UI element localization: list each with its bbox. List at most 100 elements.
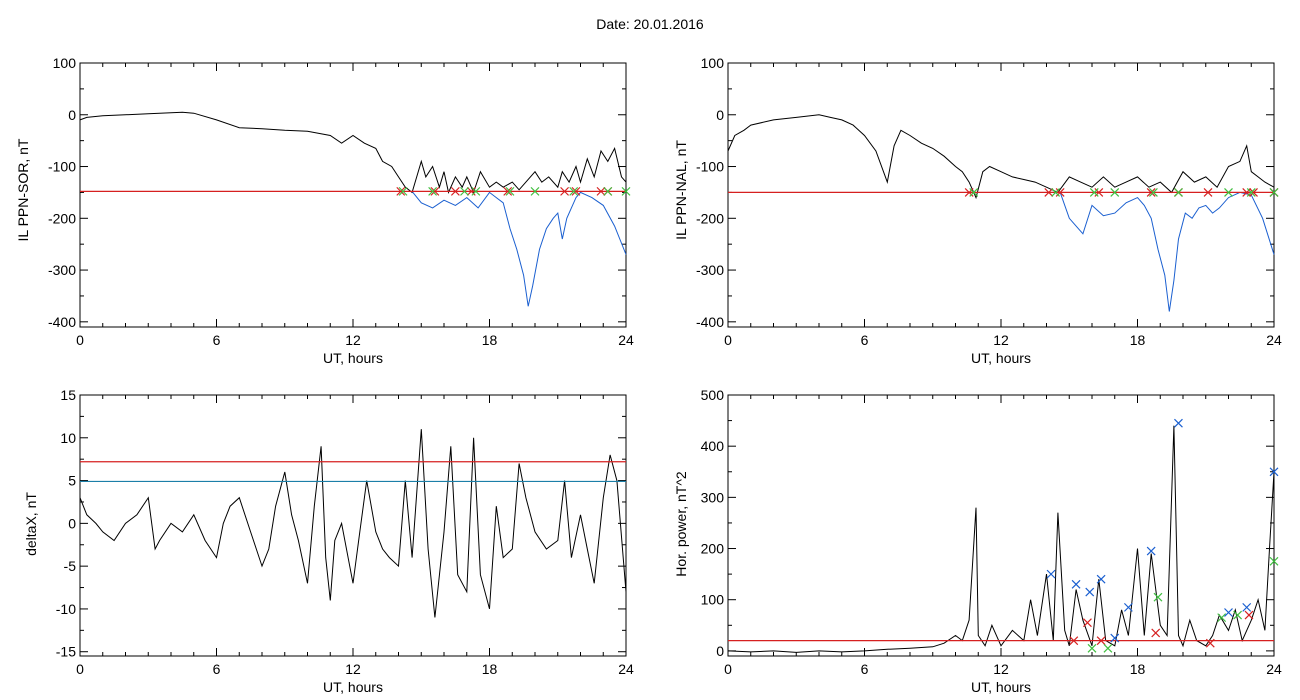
blue-marker — [1174, 418, 1183, 428]
plot-frame — [727, 62, 1275, 328]
series-line-0 — [727, 114, 1275, 200]
x-tick-label: 6 — [213, 661, 221, 677]
y-tick-label: -15 — [56, 644, 76, 660]
green-marker — [1149, 187, 1158, 197]
y-tick-label: 5 — [68, 473, 76, 489]
green-marker — [460, 186, 469, 196]
xlabel: UT, hours — [971, 679, 1031, 695]
green-marker — [1153, 592, 1163, 602]
green-marker — [1246, 187, 1256, 197]
plot-frame — [79, 62, 627, 328]
red-marker — [560, 186, 569, 196]
panel-hor-power: Hor. power, nT^2 UT, hours 0 6 12 18 24 500 40… — [673, 387, 1282, 695]
green-marker — [569, 186, 579, 196]
series-line-0 — [727, 425, 1275, 653]
red-marker — [503, 186, 513, 196]
blue-marker — [1096, 574, 1106, 584]
x-tick-label: 18 — [482, 332, 498, 348]
x-tick-label: 18 — [1130, 332, 1146, 348]
ylabel: Hor. power, nT^2 — [673, 471, 689, 577]
y-tick-label: 100 — [701, 55, 725, 71]
xlabel: UT, hours — [323, 350, 383, 366]
panel-deltax: deltaX, nT UT, hours 0 6 12 18 24 15 10 5 0 -5 -10… — [23, 387, 634, 695]
x-tick-label: 0 — [724, 661, 732, 677]
y-tick-label: 400 — [701, 438, 725, 454]
green-marker — [1233, 610, 1243, 620]
y-tick-label: -100 — [696, 159, 724, 175]
panel-il-ppn-nal: IL PPN-NAL, nT UT, hours 0 6 12 18 24 100 0 -10… — [673, 55, 1282, 366]
xlabel: UT, hours — [971, 350, 1031, 366]
y-tick-label: 0 — [68, 515, 76, 531]
green-marker — [1087, 643, 1097, 653]
green-marker — [1269, 187, 1279, 197]
y-tick-label: 100 — [53, 55, 77, 71]
blue-marker — [1085, 587, 1095, 597]
red-marker — [571, 186, 581, 196]
y-tick-label: 100 — [701, 592, 725, 608]
series-line-1 — [1059, 191, 1275, 312]
green-marker — [1269, 556, 1279, 566]
red-marker — [1244, 610, 1254, 620]
red-marker — [1205, 638, 1215, 648]
y-tick-label: -300 — [48, 262, 76, 278]
series-line-0 — [79, 111, 627, 194]
y-tick-label: -200 — [696, 210, 724, 226]
red-marker — [450, 186, 460, 196]
blue-marker — [1046, 569, 1056, 579]
y-tick-label: -400 — [48, 314, 76, 330]
y-tick-label: -300 — [696, 262, 724, 278]
x-tick-label: 18 — [1130, 661, 1146, 677]
green-marker — [471, 186, 481, 196]
green-marker — [1103, 643, 1113, 653]
y-tick-label: -5 — [64, 558, 77, 574]
green-marker — [1224, 187, 1233, 197]
green-marker — [1217, 613, 1227, 623]
x-tick-label: 12 — [345, 661, 361, 677]
series-line-1 — [411, 191, 627, 307]
x-tick-label: 12 — [993, 661, 1009, 677]
ylabel: IL PPN-SOR, nT — [15, 138, 31, 241]
red-marker — [430, 186, 440, 196]
green-marker — [1110, 187, 1120, 197]
green-marker — [530, 186, 540, 196]
y-tick-label: -400 — [696, 314, 724, 330]
x-tick-label: 24 — [1266, 332, 1282, 348]
ylabel: IL PPN-NAL, nT — [673, 140, 689, 240]
y-tick-label: -200 — [48, 210, 76, 226]
x-tick-label: 6 — [861, 332, 869, 348]
blue-marker — [1071, 579, 1081, 589]
panel-il-ppn-sor: IL PPN-SOR, nT UT, hours 0 6 12 18 24 100 0 -10… — [15, 55, 634, 366]
green-marker — [398, 186, 408, 196]
green-marker — [969, 187, 979, 197]
x-tick-label: 24 — [618, 661, 634, 677]
blue-marker — [1146, 546, 1156, 556]
x-tick-label: 12 — [993, 332, 1009, 348]
plot-frame — [727, 394, 1275, 657]
x-tick-label: 18 — [482, 661, 498, 677]
y-tick-label: 0 — [68, 107, 76, 123]
green-marker — [603, 186, 613, 196]
x-tick-label: 0 — [724, 332, 732, 348]
green-marker — [1051, 187, 1061, 197]
y-tick-label: 0 — [716, 107, 724, 123]
y-tick-label: 300 — [701, 489, 725, 505]
y-tick-label: 10 — [60, 430, 76, 446]
blue-marker — [1242, 602, 1252, 612]
green-marker — [1174, 187, 1183, 197]
blue-marker — [1123, 602, 1133, 612]
blue-marker — [1269, 467, 1279, 477]
y-tick-label: 0 — [716, 643, 724, 659]
red-marker — [1069, 636, 1079, 646]
red-marker — [1096, 636, 1106, 646]
red-marker — [1146, 187, 1156, 197]
x-tick-label: 24 — [1266, 661, 1282, 677]
x-tick-label: 0 — [76, 661, 84, 677]
green-marker — [1089, 187, 1099, 197]
ylabel: deltaX, nT — [23, 492, 39, 556]
red-marker — [1151, 628, 1161, 638]
red-marker — [1083, 618, 1092, 628]
x-tick-label: 0 — [76, 332, 84, 348]
red-marker — [1044, 187, 1054, 197]
xlabel: UT, hours — [323, 679, 383, 695]
